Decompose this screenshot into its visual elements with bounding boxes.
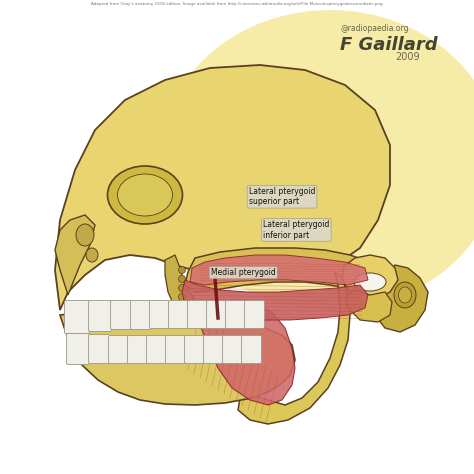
- FancyBboxPatch shape: [222, 336, 243, 364]
- FancyBboxPatch shape: [207, 301, 227, 328]
- FancyBboxPatch shape: [241, 336, 262, 364]
- FancyBboxPatch shape: [64, 301, 90, 334]
- Ellipse shape: [394, 282, 416, 308]
- FancyBboxPatch shape: [130, 301, 151, 329]
- FancyBboxPatch shape: [168, 301, 189, 328]
- FancyBboxPatch shape: [184, 336, 204, 364]
- Text: 2009: 2009: [395, 52, 420, 62]
- Polygon shape: [55, 65, 390, 310]
- Polygon shape: [55, 215, 95, 295]
- Polygon shape: [346, 290, 392, 322]
- Polygon shape: [195, 302, 295, 405]
- Text: Adapted from Gray's anatomy 1918 edition. Image available from http://commons.wi: Adapted from Gray's anatomy 1918 edition…: [91, 2, 383, 6]
- Polygon shape: [60, 312, 295, 405]
- Polygon shape: [182, 280, 368, 320]
- Ellipse shape: [179, 266, 185, 273]
- FancyBboxPatch shape: [89, 335, 109, 364]
- Text: Lateral pterygoid
inferior part: Lateral pterygoid inferior part: [263, 220, 329, 239]
- Ellipse shape: [179, 284, 185, 292]
- FancyBboxPatch shape: [165, 336, 185, 364]
- Polygon shape: [238, 272, 350, 424]
- Ellipse shape: [108, 166, 182, 224]
- FancyBboxPatch shape: [226, 301, 246, 328]
- Ellipse shape: [179, 302, 185, 310]
- FancyBboxPatch shape: [128, 336, 147, 364]
- FancyBboxPatch shape: [109, 336, 128, 364]
- Text: @radiopaedia.org: @radiopaedia.org: [340, 24, 409, 33]
- Ellipse shape: [179, 320, 185, 328]
- Polygon shape: [165, 255, 200, 325]
- Ellipse shape: [399, 287, 411, 303]
- FancyBboxPatch shape: [245, 301, 264, 328]
- FancyBboxPatch shape: [110, 301, 131, 329]
- FancyBboxPatch shape: [203, 336, 224, 364]
- FancyBboxPatch shape: [146, 336, 166, 364]
- FancyBboxPatch shape: [188, 301, 208, 328]
- Ellipse shape: [354, 273, 386, 291]
- Ellipse shape: [160, 10, 474, 310]
- Text: Medial pterygoid: Medial pterygoid: [211, 268, 276, 277]
- FancyBboxPatch shape: [89, 301, 111, 331]
- Ellipse shape: [86, 248, 98, 262]
- Ellipse shape: [118, 174, 173, 216]
- Polygon shape: [375, 265, 428, 332]
- Ellipse shape: [179, 293, 185, 301]
- Ellipse shape: [76, 224, 94, 246]
- FancyBboxPatch shape: [149, 301, 170, 328]
- Polygon shape: [190, 255, 368, 285]
- Text: Lateral pterygoid
superior part: Lateral pterygoid superior part: [249, 187, 315, 206]
- FancyBboxPatch shape: [66, 334, 90, 365]
- Ellipse shape: [179, 311, 185, 319]
- Polygon shape: [185, 248, 388, 292]
- Text: F Gaillard: F Gaillard: [340, 36, 438, 54]
- Ellipse shape: [179, 275, 185, 283]
- Polygon shape: [342, 255, 398, 298]
